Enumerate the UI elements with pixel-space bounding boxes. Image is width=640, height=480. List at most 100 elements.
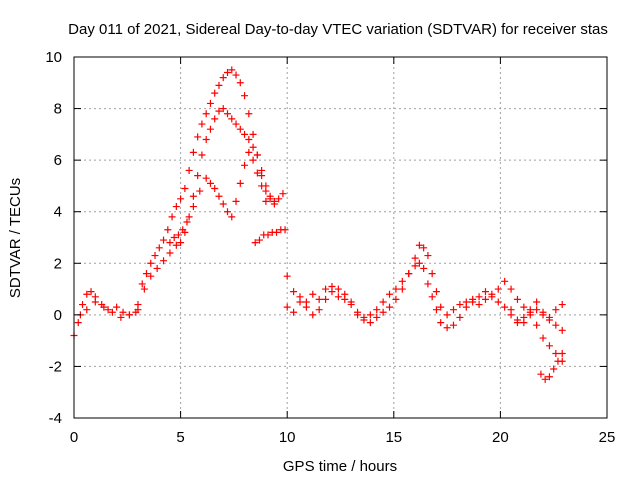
data-point [170,234,178,241]
data-point [449,321,457,329]
data-point [533,306,541,314]
data-point [241,92,249,100]
data-point [290,308,298,316]
data-point [341,290,349,298]
data-point [462,303,470,311]
data-point [279,190,287,198]
y-tick-label: -4 [49,410,62,427]
data-point [501,303,509,311]
data-point [172,203,180,211]
y-tick-labels: -4 -2 0 2 4 6 8 10 [45,49,62,427]
data-point [174,231,182,239]
data-point [262,197,270,205]
data-point [347,298,355,306]
data-point [87,288,95,296]
data-point [189,203,197,211]
data-point [456,301,464,309]
data-point [236,125,244,133]
data-point [177,195,185,203]
data-point [189,192,197,200]
data-point [202,110,210,118]
data-point [411,254,419,262]
y-tick-label: 6 [54,152,62,169]
x-tick-label: 10 [279,429,296,446]
data-point [283,303,291,311]
data-point [211,89,219,97]
data-point [211,115,219,123]
data-point [507,311,515,319]
data-point [420,264,428,272]
data-point [215,107,223,115]
data-point [558,301,566,309]
data-point [481,295,489,303]
data-point [253,169,261,177]
data-point [398,285,406,293]
x-tick-label: 0 [70,429,78,446]
data-point [296,298,304,306]
data-point [179,226,187,234]
data-point [415,241,423,249]
data-point [153,264,161,272]
ticks [73,56,608,419]
data-point [539,334,547,342]
data-point [322,295,330,303]
data-point [334,293,342,301]
data-point [219,105,227,113]
series-track-A [70,66,287,339]
data-point [185,213,193,221]
data-point [366,319,374,327]
data-point [249,156,257,164]
data-point [194,172,202,180]
data-point [475,301,483,309]
data-point [545,373,553,381]
data-point [537,370,545,378]
data-point [224,110,232,118]
data-point [392,285,400,293]
data-point [206,125,214,133]
data-point [334,285,342,293]
data-point [117,313,125,321]
y-tick-label: 4 [54,204,62,221]
data-point [373,313,381,321]
data-point [550,365,558,373]
y-axis-label: SDTVAR / TECUs [7,178,24,298]
data-point [437,319,445,327]
data-point [554,357,562,365]
data-point [507,285,515,293]
data-point [138,280,146,288]
data-point [386,290,394,298]
data-point [405,270,413,278]
data-point [249,130,257,138]
data-point [155,244,163,252]
data-point [545,313,553,321]
data-point [215,81,223,89]
data-point [379,298,387,306]
data-point [125,311,133,319]
data-point [108,308,116,316]
data-point [232,120,240,128]
data-point [219,200,227,208]
series-track-H [537,350,566,383]
data-point [241,161,249,169]
data-point [160,257,168,265]
data-point [309,290,317,298]
data-point [533,321,541,329]
data-point [513,319,521,327]
data-point [386,303,394,311]
grid [74,57,607,418]
data-point [270,200,278,208]
data-point [520,313,528,321]
data-point [194,133,202,141]
data-point [206,179,214,187]
data-point [228,115,236,123]
data-point [198,151,206,159]
data-point [202,174,210,182]
data-point [302,303,310,311]
data-point [160,236,168,244]
data-point [264,231,272,239]
data-point [456,313,464,321]
data-point [166,249,174,257]
data-point [309,311,317,319]
data-point [552,306,560,314]
x-tick-labels: 0 5 10 15 20 25 [70,429,616,446]
